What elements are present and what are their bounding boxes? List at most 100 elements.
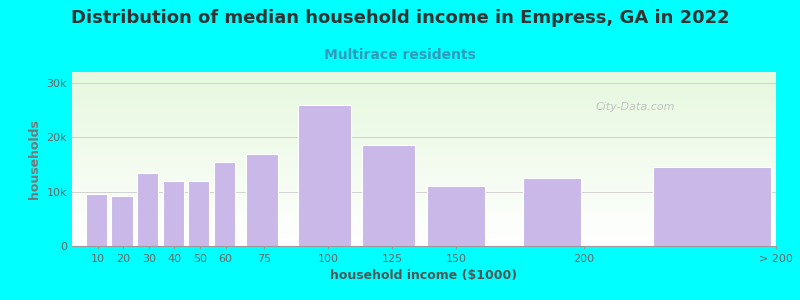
Text: Multirace residents: Multirace residents xyxy=(324,48,476,62)
Bar xyxy=(72,183,776,185)
Bar xyxy=(72,157,776,159)
Bar xyxy=(72,98,776,100)
Bar xyxy=(72,227,776,229)
Bar xyxy=(72,143,776,145)
Text: City-Data.com: City-Data.com xyxy=(595,102,675,112)
Bar xyxy=(72,136,776,138)
Bar xyxy=(72,81,776,82)
Bar xyxy=(72,105,776,107)
Bar xyxy=(111,196,133,246)
Bar xyxy=(86,194,107,246)
Bar xyxy=(72,152,776,154)
Bar xyxy=(72,128,776,129)
Bar xyxy=(72,176,776,178)
Bar xyxy=(72,192,776,194)
Bar xyxy=(72,110,776,112)
Bar xyxy=(72,109,776,110)
Bar xyxy=(72,150,776,152)
Bar xyxy=(72,112,776,114)
Bar xyxy=(162,181,184,246)
Bar xyxy=(72,182,776,183)
Bar xyxy=(72,84,776,86)
Bar xyxy=(72,121,776,122)
Text: Distribution of median household income in Empress, GA in 2022: Distribution of median household income … xyxy=(70,9,730,27)
Bar xyxy=(72,244,776,246)
Bar xyxy=(72,187,776,189)
Bar xyxy=(72,194,776,196)
Bar xyxy=(214,162,235,246)
Bar xyxy=(72,168,776,169)
Bar xyxy=(72,142,776,143)
Bar xyxy=(72,163,776,164)
Bar xyxy=(522,178,582,246)
Bar xyxy=(72,82,776,84)
Bar xyxy=(72,218,776,220)
Bar xyxy=(72,161,776,163)
Bar xyxy=(72,91,776,93)
Bar xyxy=(72,230,776,232)
Bar xyxy=(188,181,210,246)
Bar xyxy=(72,208,776,209)
Bar xyxy=(72,178,776,180)
Bar xyxy=(72,234,776,236)
Bar xyxy=(72,129,776,131)
Bar xyxy=(72,173,776,175)
Bar xyxy=(362,146,415,246)
Bar xyxy=(72,197,776,199)
Bar xyxy=(72,171,776,173)
Bar xyxy=(72,199,776,201)
Bar xyxy=(72,189,776,190)
Bar xyxy=(72,215,776,216)
Bar xyxy=(298,105,351,246)
Bar xyxy=(72,201,776,203)
Bar xyxy=(72,103,776,105)
Bar xyxy=(72,220,776,222)
Bar xyxy=(72,147,776,148)
Bar xyxy=(72,180,776,182)
Bar xyxy=(72,159,776,161)
Bar xyxy=(72,169,776,171)
Bar xyxy=(72,72,776,74)
Bar xyxy=(426,186,486,246)
Bar xyxy=(72,148,776,150)
Bar xyxy=(72,237,776,239)
Bar xyxy=(72,116,776,117)
Bar xyxy=(72,236,776,237)
Bar xyxy=(72,241,776,242)
Bar xyxy=(72,175,776,176)
Bar xyxy=(72,155,776,157)
Bar xyxy=(72,76,776,77)
Bar xyxy=(72,225,776,227)
X-axis label: household income ($1000): household income ($1000) xyxy=(330,269,518,282)
Bar xyxy=(137,172,158,246)
Bar xyxy=(72,239,776,241)
Bar xyxy=(72,222,776,224)
Bar xyxy=(72,74,776,76)
Bar xyxy=(72,119,776,121)
Bar xyxy=(72,79,776,81)
Bar xyxy=(72,88,776,89)
Bar xyxy=(246,154,278,246)
Bar xyxy=(72,126,776,128)
Bar xyxy=(72,89,776,91)
Bar xyxy=(72,93,776,94)
Bar xyxy=(72,204,776,206)
Bar xyxy=(72,100,776,102)
Bar xyxy=(72,114,776,116)
Bar xyxy=(72,131,776,133)
Bar xyxy=(72,154,776,155)
Bar xyxy=(72,124,776,126)
Bar xyxy=(72,185,776,187)
Bar xyxy=(72,96,776,98)
Bar xyxy=(72,117,776,119)
Bar xyxy=(72,232,776,234)
Bar xyxy=(72,229,776,230)
Bar xyxy=(72,140,776,142)
Bar xyxy=(72,122,776,124)
Y-axis label: households: households xyxy=(28,119,41,199)
Bar xyxy=(653,167,771,246)
Bar xyxy=(72,202,776,204)
Bar xyxy=(72,102,776,103)
Bar xyxy=(72,133,776,135)
Bar xyxy=(72,209,776,211)
